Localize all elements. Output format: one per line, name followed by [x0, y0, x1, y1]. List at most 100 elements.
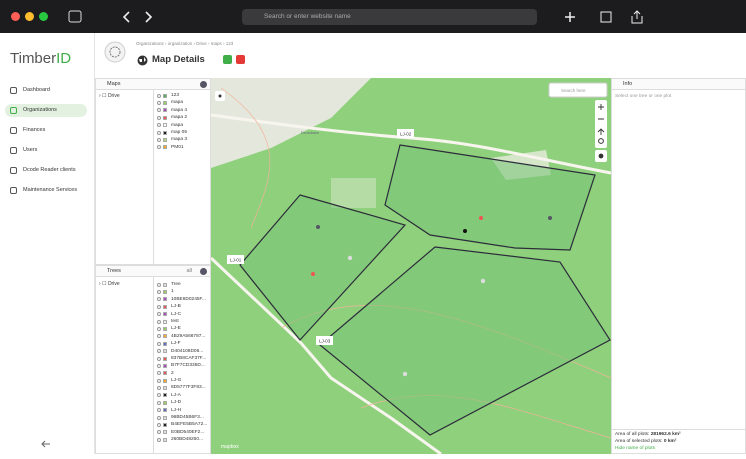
nav-label: Organizations — [23, 107, 57, 113]
nav-item[interactable]: Dcode Reader clients — [5, 164, 87, 177]
panel-title: Maps — [107, 81, 121, 87]
list-item[interactable]: E0BD540EF2... — [154, 429, 210, 436]
collapse-button[interactable] — [40, 439, 52, 449]
map[interactable]: LJ-02 LJ-01 LJ-03 Drozdowo mapbox Search… — [209, 78, 612, 456]
area-label: Area of selected plots: — [615, 439, 663, 444]
list-item[interactable]: PM01 — [154, 144, 210, 151]
tree-root[interactable]: › ☐ Drive — [99, 93, 120, 99]
color-swatch — [163, 423, 167, 428]
sidebar-toggle[interactable] — [68, 10, 82, 23]
color-swatch — [163, 282, 167, 287]
hide-names-link[interactable]: Hide name of plots — [615, 446, 655, 451]
tree-marker[interactable] — [311, 272, 315, 276]
breadcrumb[interactable]: Organizations › organization › Drive › m… — [136, 41, 234, 46]
color-swatch — [163, 437, 167, 442]
list-item[interactable]: 10BE6D0245F... — [154, 296, 210, 303]
nav-item[interactable]: Organizations — [5, 104, 87, 117]
address-bar[interactable]: Search or enter website name — [242, 9, 537, 25]
list-item[interactable]: mapa 3 — [154, 136, 210, 143]
list-item[interactable]: LJ-G — [154, 377, 210, 384]
list-item[interactable]: mapa 2 — [154, 114, 210, 121]
nav-item[interactable]: Users — [5, 144, 87, 157]
tabs[interactable] — [600, 11, 612, 23]
info-dot[interactable] — [200, 268, 207, 275]
tree-marker[interactable] — [480, 278, 486, 284]
item-label: 4B29A566787... — [171, 333, 206, 339]
list-item[interactable]: map 05 — [154, 129, 210, 136]
attribution: mapbox — [221, 444, 239, 450]
color-swatch — [163, 108, 167, 113]
tree-marker[interactable] — [316, 225, 320, 229]
list-item[interactable]: 1 — [154, 288, 210, 295]
share[interactable] — [631, 10, 643, 24]
checkbox — [157, 130, 161, 135]
list-item[interactable]: 8D5777F3F83... — [154, 384, 210, 391]
tree-marker[interactable] — [548, 216, 552, 220]
plot[interactable] — [319, 246, 611, 436]
zoom-button[interactable] — [39, 12, 48, 21]
list-item[interactable]: LJ-E — [154, 325, 210, 332]
root-label: Drive — [107, 93, 120, 99]
plot-labels: LJ-02 LJ-01 LJ-03 Drozdowo mapbox — [221, 129, 414, 450]
minimize-button[interactable] — [25, 12, 34, 21]
tree-marker[interactable] — [479, 216, 483, 220]
checkbox — [157, 363, 161, 368]
nav-item[interactable]: Dashboard — [5, 84, 87, 97]
nav-item[interactable]: Finances — [5, 124, 87, 137]
plot[interactable] — [384, 144, 596, 251]
trees-panel: Trees all › ☐ Drive Tree 1 10BE6D0245F... LJ… — [95, 265, 211, 454]
list-item[interactable]: 2 — [154, 370, 210, 377]
tree-marker[interactable] — [347, 255, 353, 261]
close-button[interactable] — [11, 12, 20, 21]
plot[interactable] — [239, 194, 407, 341]
item-label: 837B8CAF37F... — [171, 355, 207, 361]
item-label: LJ-D — [171, 400, 182, 406]
zoom-icons — [597, 104, 605, 135]
checkbox — [157, 123, 161, 128]
sidebar: TimberID Dashboard Organizations Finance… — [0, 33, 95, 454]
zoom-controls[interactable] — [595, 100, 607, 148]
nav-label: Maintenance Services — [23, 187, 78, 193]
map-canvas: LJ-02 LJ-01 LJ-03 Drozdowo mapbox Search… — [209, 78, 612, 456]
globe-icon — [137, 55, 148, 66]
item-label: test — [171, 318, 179, 324]
filter[interactable]: all — [186, 268, 192, 274]
list-item[interactable]: LJ-B — [154, 303, 210, 310]
list-item[interactable]: 260BD48260... — [154, 436, 210, 443]
list-item[interactable]: mapa 4 — [154, 107, 210, 114]
color-swatch — [163, 349, 167, 354]
list-item[interactable]: 4B29A566787... — [154, 333, 210, 340]
tree-marker[interactable] — [463, 229, 467, 233]
list-item[interactable]: B7F7CD335D... — [154, 362, 210, 369]
tree-root[interactable]: › ☐ Drive — [99, 281, 120, 287]
list-item[interactable]: Tree — [154, 281, 210, 288]
delete-button[interactable] — [236, 55, 245, 64]
list-item[interactable]: mapa — [154, 99, 210, 106]
checkbox — [157, 437, 161, 442]
nav-arrows[interactable] — [122, 11, 153, 23]
list-item[interactable]: LJ-F — [154, 340, 210, 347]
nav-item[interactable]: Maintenance Services — [5, 184, 87, 197]
list-item[interactable]: D404108D06... — [154, 348, 210, 355]
list-item[interactable]: 123 — [154, 92, 210, 99]
item-label: mapa 2 — [171, 115, 187, 121]
list-item[interactable]: LJ-A — [154, 392, 210, 399]
list-item[interactable]: 96BD45B6F3... — [154, 414, 210, 421]
edit-button[interactable] — [223, 55, 232, 64]
plot-label: LJ-03 — [319, 339, 331, 344]
list-item[interactable]: LJ-H — [154, 407, 210, 414]
label-box — [227, 255, 244, 264]
item-label: PM01 — [171, 144, 184, 150]
list-item[interactable]: mapa — [154, 122, 210, 129]
map-search[interactable] — [548, 82, 608, 98]
list-item[interactable]: LJ-D — [154, 399, 210, 406]
new-tab[interactable] — [565, 12, 575, 22]
list-item[interactable]: B4EFE5B5A72... — [154, 421, 210, 428]
list-item[interactable]: LJ-C — [154, 311, 210, 318]
list-item[interactable]: 837B8CAF37F... — [154, 355, 210, 362]
checkbox — [157, 282, 161, 287]
list-item[interactable]: test — [154, 318, 210, 325]
info-dot[interactable] — [200, 81, 207, 88]
tree-marker[interactable] — [402, 371, 408, 377]
